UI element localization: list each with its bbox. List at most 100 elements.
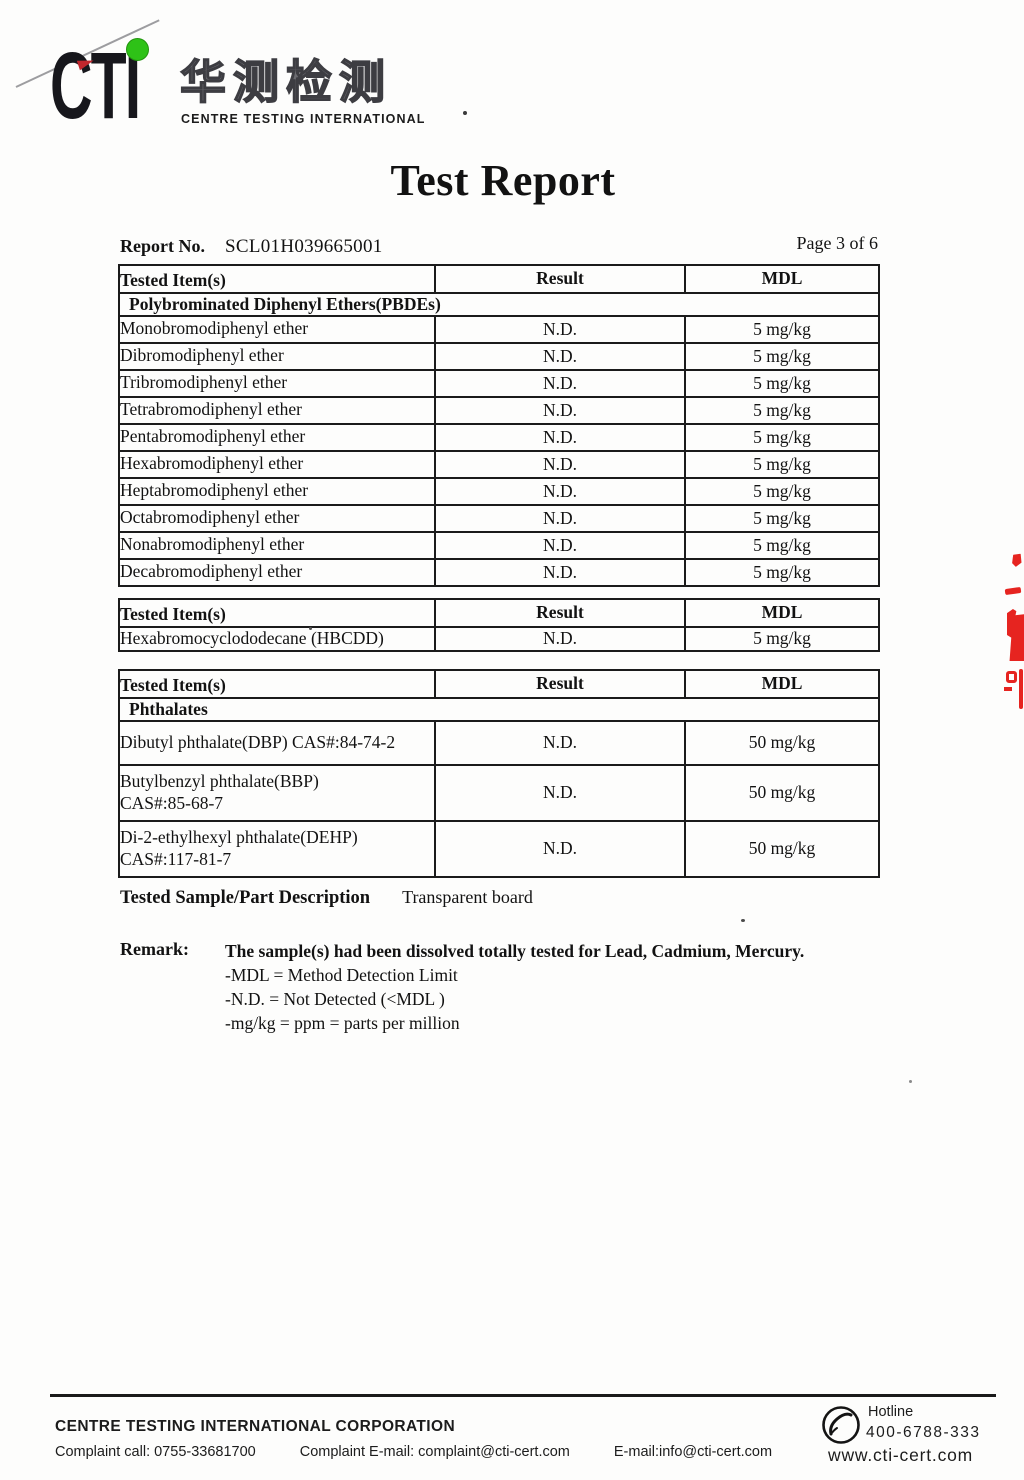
table-row: Dibromodiphenyl ether N.D. 5 mg/kg bbox=[118, 341, 880, 371]
col-header-result: Result bbox=[434, 597, 686, 628]
hbcdd-results-table: Tested Item(s) Result MDL Hexabromocyclo… bbox=[118, 597, 880, 652]
mdl-cell: 5 mg/kg bbox=[684, 557, 880, 587]
section-row-phthalates: Phthalates bbox=[118, 696, 880, 722]
scan-speck bbox=[741, 919, 745, 922]
table-row: Octabromodiphenyl ether N.D. 5 mg/kg bbox=[118, 503, 880, 533]
section-title: Phthalates bbox=[118, 696, 880, 722]
sample-description-row: Tested Sample/Part Description Transpare… bbox=[118, 887, 878, 909]
col-header-tested-items: Tested Item(s) bbox=[118, 668, 436, 699]
table-row: Butylbenzyl phthalate(BBP) CAS#:85-68-7 … bbox=[118, 763, 880, 822]
col-header-tested-items: Tested Item(s) bbox=[118, 264, 436, 294]
item-cell: Dibutyl phthalate(DBP) CAS#:84-74-2 bbox=[118, 719, 436, 766]
result-cell: N.D. bbox=[434, 314, 686, 344]
item-cell: Tribromodiphenyl ether bbox=[118, 368, 436, 398]
red-stamp-fragment bbox=[998, 545, 1024, 720]
table-row: Pentabromodiphenyl ether N.D. 5 mg/kg bbox=[118, 422, 880, 452]
page-title: Test Report bbox=[390, 156, 616, 205]
logo-caption: CENTRE TESTING INTERNATIONAL bbox=[181, 112, 426, 126]
result-cell: N.D. bbox=[434, 449, 686, 479]
sample-description-value: Transparent board bbox=[402, 886, 533, 907]
stamp-mark bbox=[1019, 669, 1023, 709]
mdl-cell: 5 mg/kg bbox=[684, 422, 880, 452]
table-row: Tribromodiphenyl ether N.D. 5 mg/kg bbox=[118, 368, 880, 398]
mdl-cell: 50 mg/kg bbox=[684, 819, 880, 878]
footer-company-name: CENTRE TESTING INTERNATIONAL CORPORATION bbox=[55, 1418, 456, 1435]
stamp-mark bbox=[1006, 671, 1017, 683]
scan-speck bbox=[309, 627, 312, 630]
remark-line: The sample(s) had been dissolved totally… bbox=[225, 940, 805, 961]
logo-chinese-name: 华测检测 bbox=[179, 55, 392, 109]
col-header-tested-items: Tested Item(s) bbox=[118, 597, 436, 628]
mdl-cell: 5 mg/kg bbox=[684, 341, 880, 371]
mdl-cell: 5 mg/kg bbox=[684, 314, 880, 344]
stamp-mark bbox=[1007, 609, 1024, 661]
result-cell: N.D. bbox=[434, 719, 686, 766]
hotline-number: 400-6788-333 bbox=[866, 1424, 981, 1441]
table-row: Nonabromodiphenyl ether N.D. 5 mg/kg bbox=[118, 530, 880, 560]
item-cell: Dibromodiphenyl ether bbox=[118, 341, 436, 371]
item-cell: Di-2-ethylhexyl phthalate(DEHP) CAS#:117… bbox=[118, 819, 436, 878]
footer-complaint-email: Complaint E-mail: complaint@cti-cert.com bbox=[299, 1444, 570, 1460]
footer-divider bbox=[50, 1394, 996, 1397]
table-header-row: Tested Item(s) Result MDL bbox=[118, 597, 880, 628]
mdl-cell: 5 mg/kg bbox=[684, 530, 880, 560]
col-header-mdl: MDL bbox=[684, 668, 880, 699]
result-cell: N.D. bbox=[434, 625, 686, 652]
table-row: Tetrabromodiphenyl ether N.D. 5 mg/kg bbox=[118, 395, 880, 425]
col-header-result: Result bbox=[434, 264, 686, 294]
table-row: Hexabromodiphenyl ether N.D. 5 mg/kg bbox=[118, 449, 880, 479]
hotline-label: Hotline bbox=[868, 1404, 914, 1420]
item-cell: Decabromodiphenyl ether bbox=[118, 557, 436, 587]
item-cell: Heptabromodiphenyl ether bbox=[118, 476, 436, 506]
report-meta-row: Report No. SCL01H039665001 Page 3 of 6 bbox=[118, 233, 878, 258]
result-cell: N.D. bbox=[434, 557, 686, 587]
report-no-label: Report No. bbox=[120, 236, 205, 256]
item-cell: Butylbenzyl phthalate(BBP) CAS#:85-68-7 bbox=[118, 763, 436, 822]
mdl-cell: 5 mg/kg bbox=[684, 476, 880, 506]
scan-speck bbox=[909, 1080, 912, 1083]
table-row: Decabromodiphenyl ether N.D. 5 mg/kg bbox=[118, 557, 880, 587]
logo-green-dot-icon bbox=[126, 38, 149, 61]
item-cell: Tetrabromodiphenyl ether bbox=[118, 395, 436, 425]
result-cell: N.D. bbox=[434, 341, 686, 371]
mdl-cell: 5 mg/kg bbox=[684, 395, 880, 425]
cti-logo-text: CTI bbox=[50, 33, 141, 139]
stamp-mark bbox=[1004, 687, 1012, 691]
item-cell: Pentabromodiphenyl ether bbox=[118, 422, 436, 452]
result-cell: N.D. bbox=[434, 530, 686, 560]
result-cell: N.D. bbox=[434, 368, 686, 398]
table-row: Di-2-ethylhexyl phthalate(DEHP) CAS#:117… bbox=[118, 819, 880, 878]
col-header-result: Result bbox=[434, 668, 686, 699]
result-cell: N.D. bbox=[434, 503, 686, 533]
item-cell: Octabromodiphenyl ether bbox=[118, 503, 436, 533]
footer-complaint-call: Complaint call: 0755-33681700 bbox=[55, 1444, 256, 1460]
stamp-mark bbox=[1010, 552, 1023, 568]
mdl-cell: 50 mg/kg bbox=[684, 719, 880, 766]
footer-left-block: CENTRE TESTING INTERNATIONAL CORPORATION… bbox=[55, 1418, 772, 1460]
pbde-results-table: Tested Item(s) Result MDL Polybrominated… bbox=[118, 264, 880, 587]
table-header-row: Tested Item(s) Result MDL bbox=[118, 668, 880, 699]
col-header-mdl: MDL bbox=[684, 597, 880, 628]
result-cell: N.D. bbox=[434, 395, 686, 425]
phone-hotline-icon bbox=[820, 1404, 862, 1451]
table-row: Heptabromodiphenyl ether N.D. 5 mg/kg bbox=[118, 476, 880, 506]
remark-label: Remark: bbox=[120, 938, 189, 959]
remark-line: -N.D. = Not Detected (<MDL ) bbox=[225, 988, 445, 1009]
stamp-mark bbox=[1004, 586, 1022, 596]
remark-block: Remark: The sample(s) had been dissolved… bbox=[118, 939, 878, 1035]
mdl-cell: 50 mg/kg bbox=[684, 763, 880, 822]
scan-speck bbox=[463, 111, 467, 115]
page-indicator: Page 3 of 6 bbox=[796, 233, 878, 253]
footer-email: E-mail:info@cti-cert.com bbox=[613, 1444, 773, 1460]
remark-lines: The sample(s) had been dissolved totally… bbox=[225, 939, 804, 1035]
mdl-cell: 5 mg/kg bbox=[684, 368, 880, 398]
mdl-cell: 5 mg/kg bbox=[684, 503, 880, 533]
report-content: Report No. SCL01H039665001 Page 3 of 6 T… bbox=[118, 233, 880, 1035]
result-cell: N.D. bbox=[434, 476, 686, 506]
table-row: Monobromodiphenyl ether N.D. 5 mg/kg bbox=[118, 314, 880, 344]
result-cell: N.D. bbox=[434, 763, 686, 822]
col-header-mdl: MDL bbox=[684, 264, 880, 294]
remark-line: -MDL = Method Detection Limit bbox=[225, 964, 458, 985]
section-row-pbdes: Polybrominated Diphenyl Ethers(PBDEs) bbox=[118, 291, 880, 317]
